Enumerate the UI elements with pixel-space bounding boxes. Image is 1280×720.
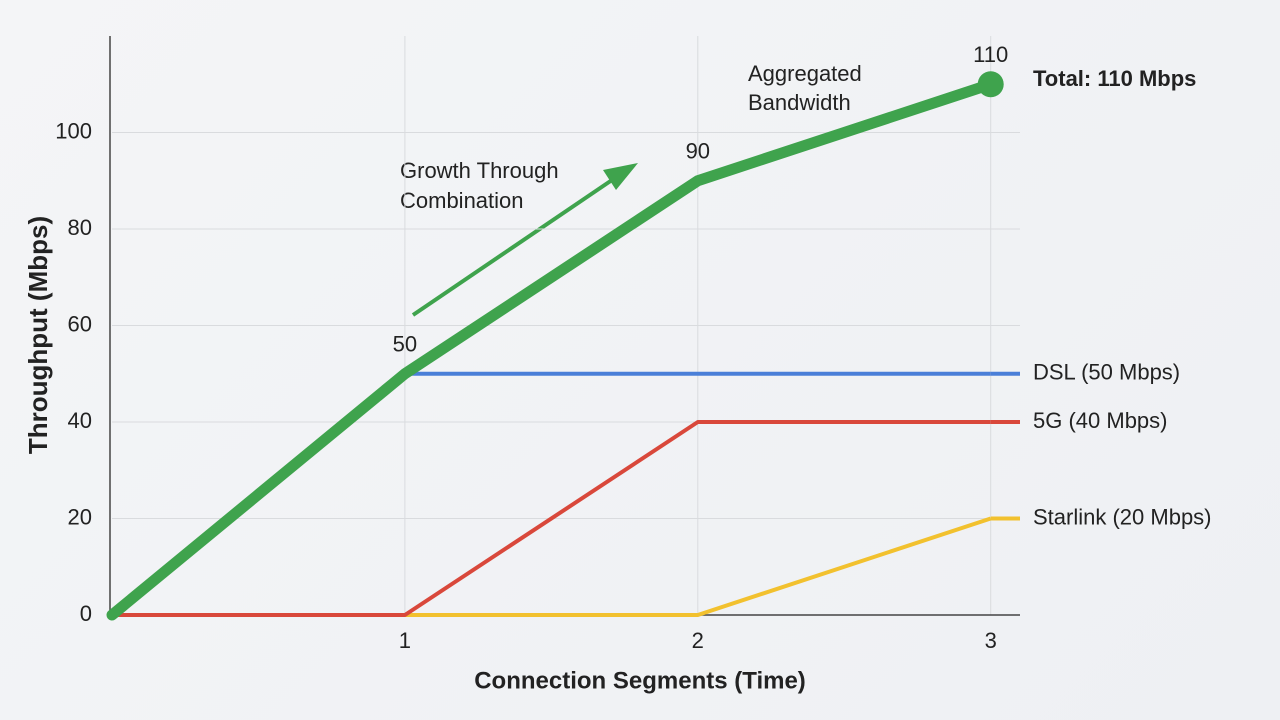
y-axis-label: Throughput (Mbps) <box>23 216 53 454</box>
end-marker <box>977 71 1004 98</box>
x-tick-label: 3 <box>985 628 997 653</box>
arrow-head <box>603 163 638 190</box>
series-label: Aggregated Bandwidth <box>748 61 862 115</box>
y-tick-label: 100 <box>55 118 92 143</box>
y-tick-label: 60 <box>68 311 92 336</box>
y-tick-label: 0 <box>80 601 92 626</box>
x-tick-label: 1 <box>399 628 411 653</box>
annotation-arrow <box>411 178 614 317</box>
y-tick-label: 20 <box>68 504 92 529</box>
series-line <box>112 420 991 617</box>
annotation: Combination <box>400 188 524 213</box>
series-label: Starlink (20 Mbps) <box>1033 504 1212 529</box>
series-line <box>106 78 997 621</box>
data-label: 50 <box>393 332 417 357</box>
y-tick-label: 40 <box>68 408 92 433</box>
data-label: 110 <box>973 42 1008 67</box>
y-tick-label: 80 <box>68 215 92 240</box>
series-label: DSL (50 Mbps) <box>1033 360 1180 385</box>
x-tick-label: 2 <box>692 628 704 653</box>
series-line <box>112 516 992 617</box>
data-label: 90 <box>686 139 710 164</box>
series-label: 5G (40 Mbps) <box>1033 408 1168 433</box>
x-axis-label: Connection Segments (Time) <box>474 667 806 694</box>
total-label: Total: 110 Mbps <box>1033 66 1196 91</box>
annotation: Growth Through <box>400 158 559 183</box>
